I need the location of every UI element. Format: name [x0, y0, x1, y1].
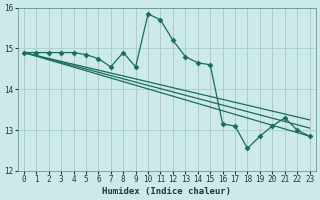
X-axis label: Humidex (Indice chaleur): Humidex (Indice chaleur)	[102, 187, 231, 196]
